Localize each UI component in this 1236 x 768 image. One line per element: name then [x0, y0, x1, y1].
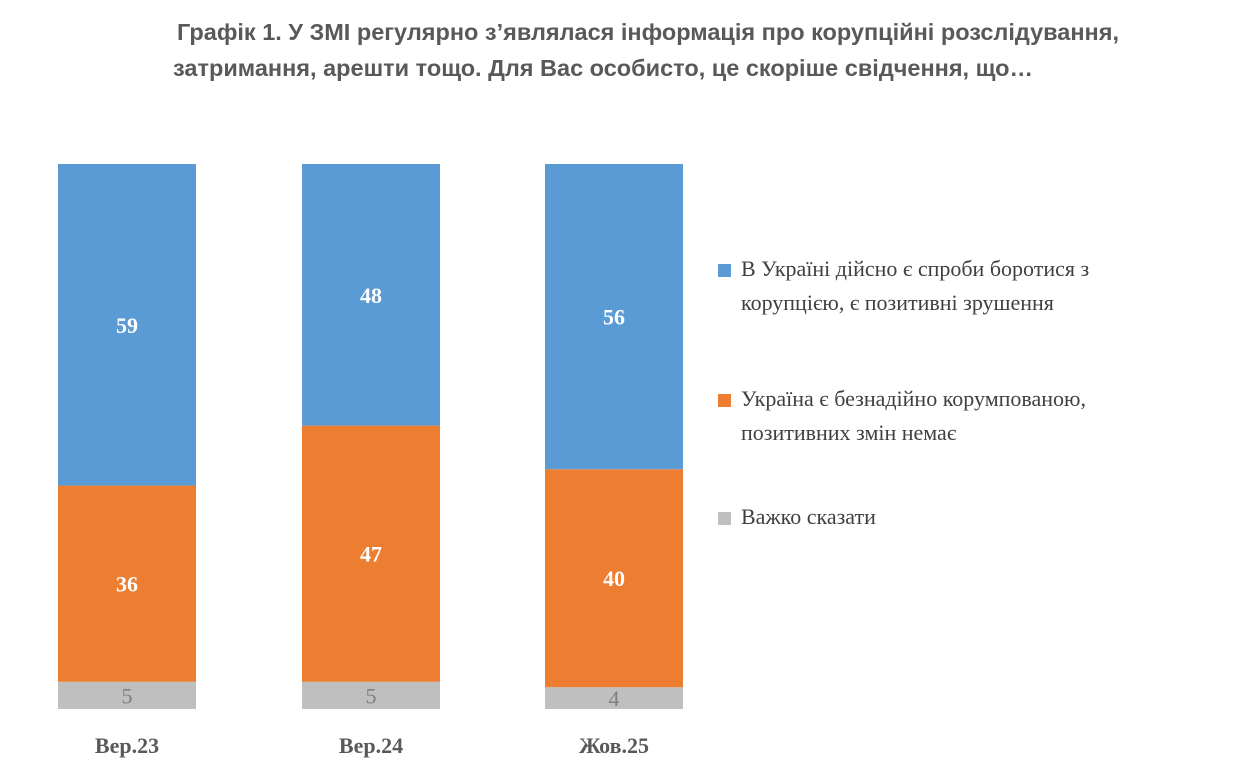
data-label-hard-to-say-0: 5: [122, 683, 133, 708]
data-label-positive-2: 56: [603, 305, 625, 330]
bar-hopeless-2: [545, 469, 683, 688]
x-tick-label-0: Вер.23: [95, 733, 159, 758]
legend-label-hard-to-say: Важко сказати: [741, 504, 876, 529]
chart-title-line-2: затримання, арешти тощо. Для Вас особист…: [173, 55, 1033, 81]
legend-swatch-hopeless: [718, 394, 731, 407]
data-label-positive-1: 48: [360, 283, 382, 308]
data-label-hard-to-say-1: 5: [366, 683, 377, 708]
legend-label-positive-line-1: В Україні дійсно є спроби боротися з: [741, 256, 1090, 281]
legend-swatch-positive: [718, 264, 731, 277]
bar-hopeless-1: [302, 425, 440, 682]
data-label-positive-0: 59: [116, 313, 138, 338]
bar-positive-2: [545, 164, 683, 470]
data-label-hopeless-2: 40: [603, 566, 625, 591]
legend-item-hard-to-say: Важко сказати: [718, 500, 1218, 534]
legend-item-positive: В Україні дійсно є спроби боротися з кор…: [718, 252, 1218, 320]
legend-label-hopeless-line-1: Україна є безнадійно корумпованою,: [741, 386, 1086, 411]
legend-item-hopeless: Україна є безнадійно корумпованою, позит…: [718, 382, 1218, 450]
chart-title: Графік 1. У ЗМІ регулярно з’являлася інф…: [0, 14, 1236, 86]
stacked-bar-chart: 5 36 59 Вер.23 5 47 48 Вер.24 4 40 56 Жов.25: [58, 164, 683, 758]
bar-hard-to-say-0: [58, 681, 196, 709]
legend-label-positive-line-2: корупцією, є позитивні зрушення: [741, 290, 1054, 315]
chart-title-line-1: Графік 1. У ЗМІ регулярно з’являлася інф…: [176, 19, 1119, 45]
data-label-hopeless-1: 47: [360, 542, 382, 567]
data-label-hopeless-0: 36: [116, 572, 138, 597]
bar-positive-1: [302, 164, 440, 426]
x-tick-label-1: Вер.24: [339, 733, 403, 758]
bar-hard-to-say-1: [302, 681, 440, 709]
data-label-hard-to-say-2: 4: [609, 686, 620, 711]
bar-positive-0: [58, 164, 196, 486]
x-tick-label-2: Жов.25: [579, 733, 649, 758]
bar-hopeless-0: [58, 485, 196, 682]
chart-legend: В Україні дійсно є спроби боротися з кор…: [718, 252, 1218, 596]
bar-hard-to-say-2: [545, 687, 683, 709]
legend-label-hopeless-line-2: позитивних змін немає: [741, 420, 957, 445]
legend-swatch-hard-to-say: [718, 512, 731, 525]
